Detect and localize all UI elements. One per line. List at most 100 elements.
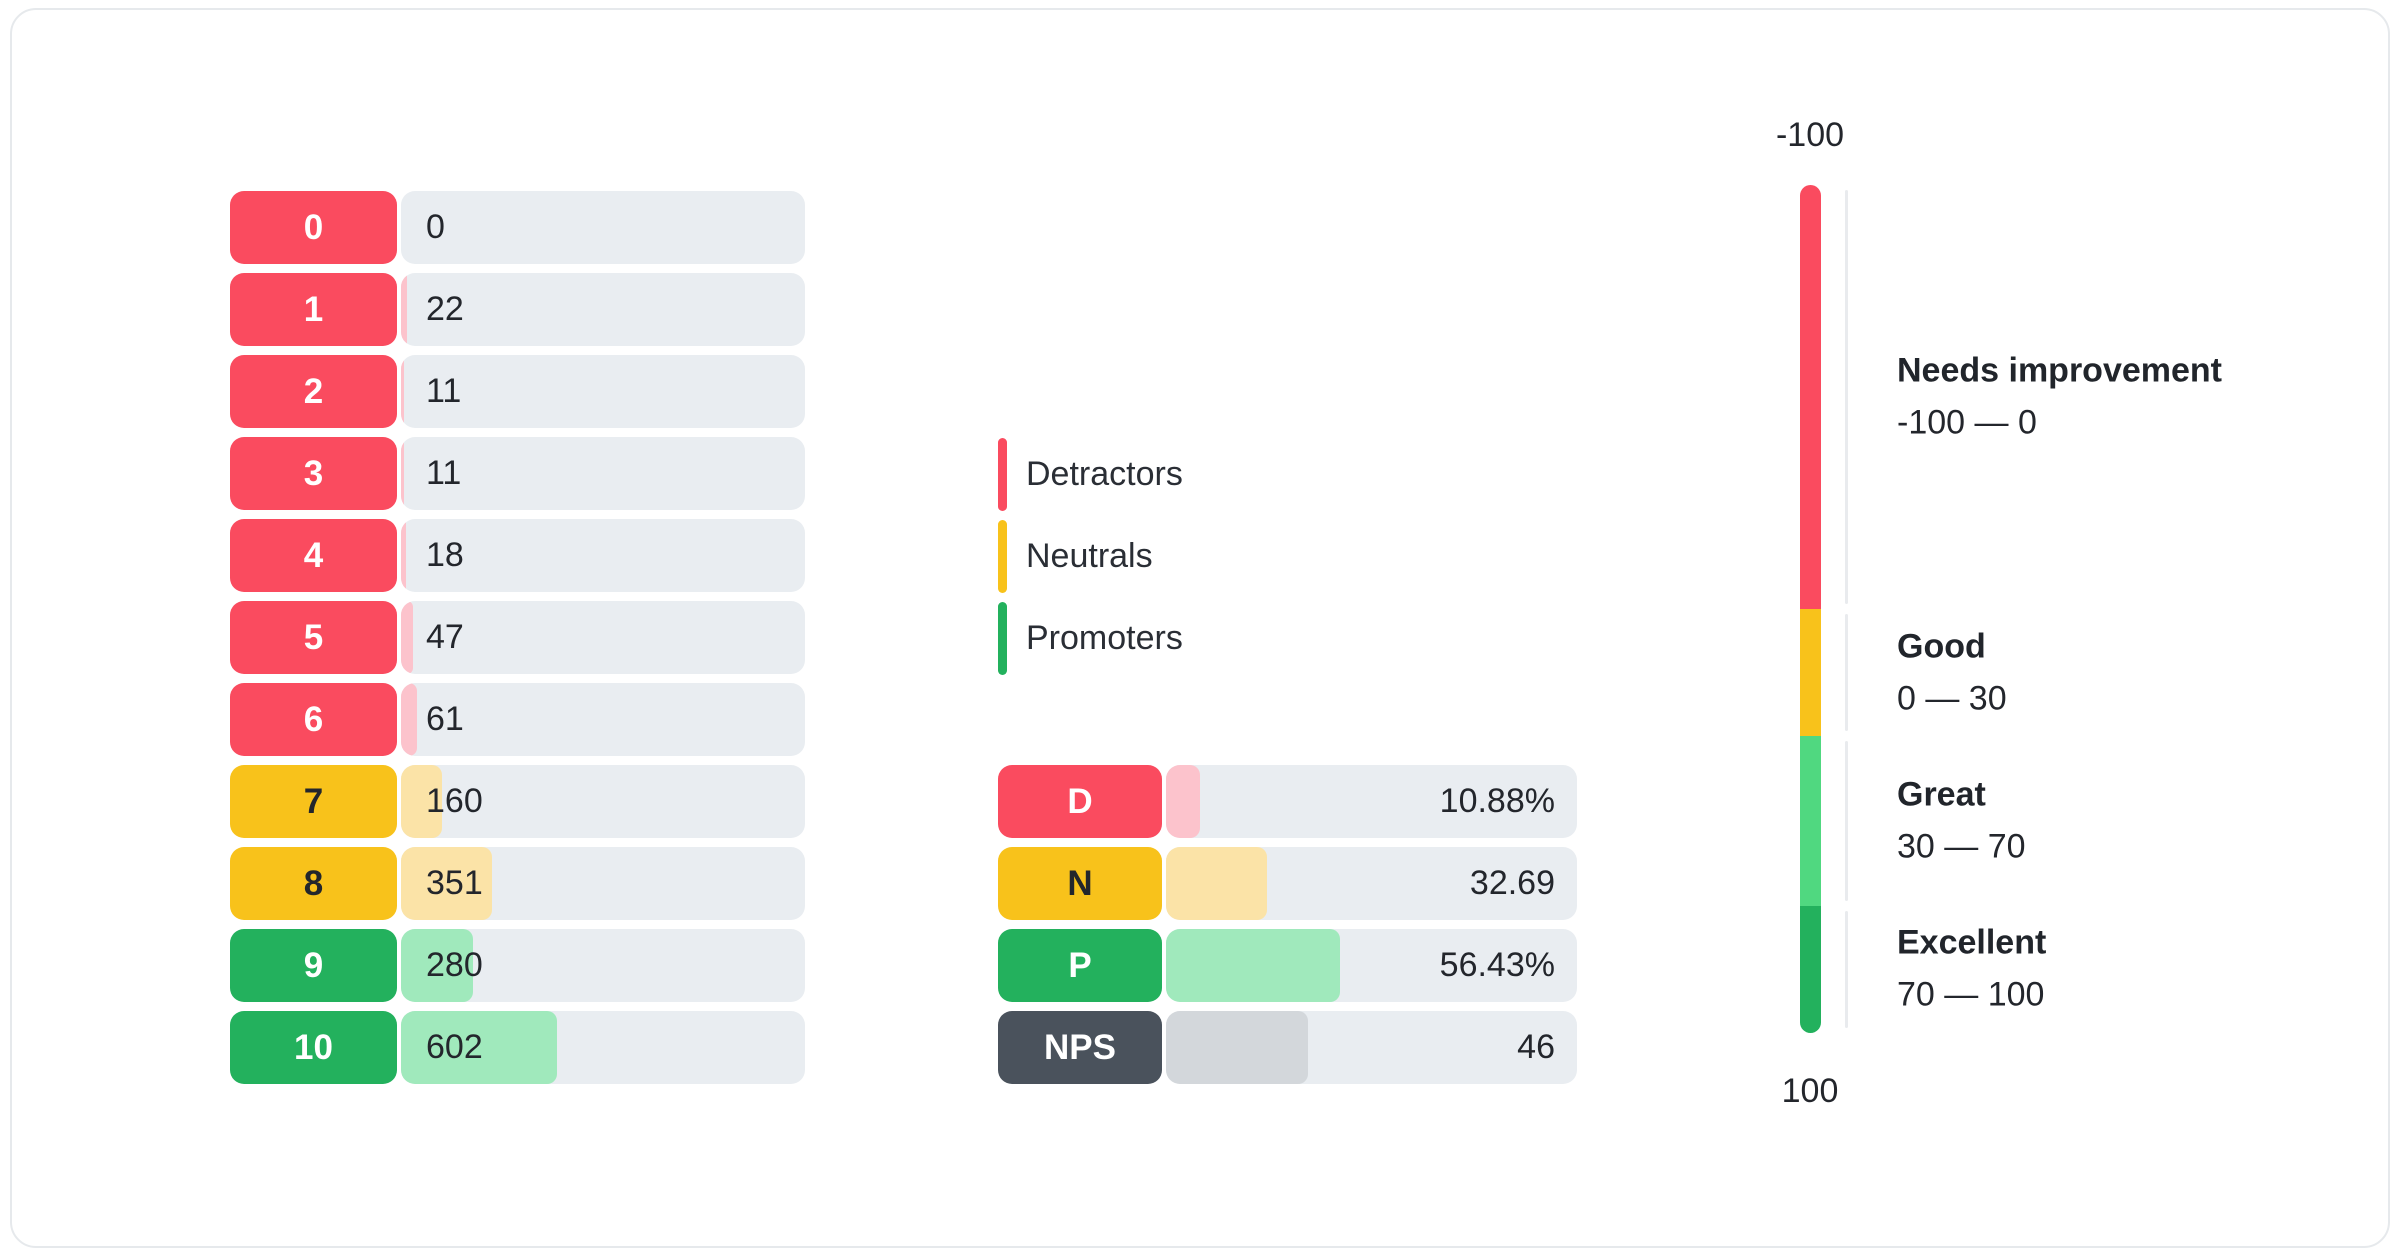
score-track: 351 <box>401 847 805 920</box>
score-track: 18 <box>401 519 805 592</box>
summary-badge: P <box>998 929 1162 1002</box>
score-fill-bar <box>401 1011 557 1084</box>
gauge-section: Excellent 70 — 100 <box>1897 924 2046 1015</box>
legend-item: Detractors <box>998 438 1183 511</box>
summary-value: 32.69 <box>1469 864 1555 902</box>
score-count: 160 <box>426 782 483 820</box>
score-count: 0 <box>426 208 445 246</box>
summary-fill-bar <box>1166 1011 1308 1084</box>
score-row: 2 11 <box>230 355 805 428</box>
score-badge: 0 <box>230 191 397 264</box>
gauge-segment <box>1800 609 1821 737</box>
score-fill-bar <box>401 355 404 428</box>
score-badge: 5 <box>230 601 397 674</box>
gauge-max-label: 100 <box>1781 1072 1839 1110</box>
score-row: 10 602 <box>230 1011 805 1084</box>
score-row: 8 351 <box>230 847 805 920</box>
score-row: 0 0 <box>230 191 805 264</box>
summary-badge: NPS <box>998 1011 1162 1084</box>
summary-track: 32.69 <box>1166 847 1577 920</box>
gauge-section-range: 70 — 100 <box>1897 975 2045 1014</box>
score-track: 0 <box>401 191 805 264</box>
score-fill-bar <box>401 847 492 920</box>
score-track: 11 <box>401 437 805 510</box>
score-row: 7 160 <box>230 765 805 838</box>
legend-swatch <box>998 520 1007 593</box>
score-track: 280 <box>401 929 805 1002</box>
score-badge: 1 <box>230 273 397 346</box>
score-track: 160 <box>401 765 805 838</box>
summary-badge: N <box>998 847 1162 920</box>
score-fill-bar <box>401 929 474 1002</box>
gauge-tick-line <box>1845 614 1848 732</box>
summary-row: NPS 46 <box>998 1011 1577 1084</box>
score-row: 9 280 <box>230 929 805 1002</box>
score-count: 602 <box>426 1028 483 1066</box>
score-fill-bar <box>401 437 404 510</box>
score-badge: 4 <box>230 519 397 592</box>
gauge-section: Needs improvement -100 — 0 <box>1897 352 2222 443</box>
score-row: 5 47 <box>230 601 805 674</box>
legend: Detractors Neutrals Promoters <box>998 438 1183 684</box>
summary-row: D 10.88% <box>998 765 1577 838</box>
score-fill-bar <box>401 519 406 592</box>
summary-value: 10.88% <box>1439 782 1555 820</box>
score-row: 3 11 <box>230 437 805 510</box>
score-count: 280 <box>426 946 483 984</box>
legend-swatch <box>998 602 1007 675</box>
summary-track: 56.43% <box>1166 929 1577 1002</box>
score-count: 18 <box>426 536 464 574</box>
summary-value: 46 <box>1517 1028 1555 1066</box>
score-row: 4 18 <box>230 519 805 592</box>
score-fill-bar <box>401 765 443 838</box>
gauge-tick-track <box>1845 185 1848 1033</box>
gauge-section-labels: Needs improvement -100 — 0 Good 0 — 30 G… <box>1897 185 2327 1033</box>
score-badge: 8 <box>230 847 397 920</box>
gauge-segment <box>1800 736 1821 906</box>
score-track: 47 <box>401 601 805 674</box>
score-badge: 3 <box>230 437 397 510</box>
legend-label: Detractors <box>1026 455 1183 493</box>
score-row: 6 61 <box>230 683 805 756</box>
gauge-section-range: 30 — 70 <box>1897 827 2026 866</box>
summary-badge: D <box>998 765 1162 838</box>
gauge-section-range: 0 — 30 <box>1897 679 2007 718</box>
summary-value: 56.43% <box>1439 946 1555 984</box>
summary-track: 46 <box>1166 1011 1577 1084</box>
gauge-section-name: Needs improvement <box>1897 351 2222 390</box>
legend-item: Neutrals <box>998 520 1183 593</box>
summary-fill-bar <box>1166 929 1340 1002</box>
score-fill-bar <box>401 601 414 674</box>
gauge-section: Good 0 — 30 <box>1897 627 2007 718</box>
gauge-section-name: Excellent <box>1897 923 2047 962</box>
summary-row: N 32.69 <box>998 847 1577 920</box>
score-track: 22 <box>401 273 805 346</box>
summary-fill-bar <box>1166 765 1200 838</box>
legend-swatch <box>998 438 1007 511</box>
score-track: 61 <box>401 683 805 756</box>
summary-row: P 56.43% <box>998 929 1577 1002</box>
score-row: 1 22 <box>230 273 805 346</box>
gauge-tick-line <box>1845 741 1848 901</box>
score-count: 47 <box>426 618 464 656</box>
score-badge: 2 <box>230 355 397 428</box>
summary-fill-bar <box>1166 847 1267 920</box>
gauge-min-label: -100 <box>1775 116 1845 154</box>
gauge-section-range: -100 — 0 <box>1897 403 2037 442</box>
gauge-tick-line <box>1845 190 1848 604</box>
score-badge: 9 <box>230 929 397 1002</box>
score-track: 602 <box>401 1011 805 1084</box>
gauge-section: Great 30 — 70 <box>1897 776 2026 867</box>
gauge-tick-line <box>1845 910 1848 1028</box>
gauge-bar <box>1800 185 1821 1033</box>
score-count: 61 <box>426 700 464 738</box>
gauge-segment <box>1800 905 1821 1033</box>
legend-label: Neutrals <box>1026 537 1153 575</box>
score-badge: 10 <box>230 1011 397 1084</box>
gauge-section-name: Good <box>1897 627 1986 666</box>
score-badge: 6 <box>230 683 397 756</box>
summary-track: 10.88% <box>1166 765 1577 838</box>
legend-item: Promoters <box>998 602 1183 675</box>
legend-label: Promoters <box>1026 619 1183 657</box>
score-count: 11 <box>426 454 462 492</box>
